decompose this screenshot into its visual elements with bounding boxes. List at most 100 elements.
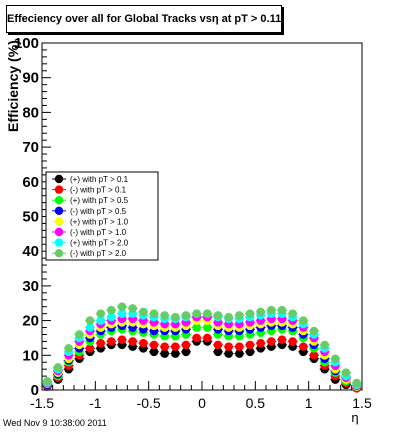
data-point bbox=[43, 377, 52, 386]
y-tick-label: 100 bbox=[14, 35, 39, 52]
legend-box bbox=[45, 171, 159, 261]
data-point bbox=[309, 351, 319, 360]
legend-marker bbox=[54, 217, 64, 226]
legend-marker bbox=[54, 227, 64, 237]
legend-label: (-) with pT > 1.0 bbox=[70, 228, 127, 237]
data-point bbox=[245, 347, 255, 357]
legend-marker bbox=[54, 249, 64, 258]
data-point bbox=[213, 347, 223, 357]
y-tick-label: 20 bbox=[22, 313, 39, 330]
data-point bbox=[139, 338, 148, 348]
legend-marker bbox=[54, 196, 64, 205]
data-point bbox=[224, 342, 233, 351]
legend-marker bbox=[54, 206, 64, 215]
y-tick-label: 80 bbox=[22, 104, 39, 121]
data-point bbox=[149, 340, 159, 350]
legend-marker bbox=[54, 238, 64, 247]
data-point bbox=[235, 311, 244, 320]
data-point bbox=[267, 337, 276, 346]
data-point bbox=[213, 340, 223, 350]
data-point bbox=[75, 330, 84, 339]
y-tick-label: 70 bbox=[22, 139, 39, 156]
data-point bbox=[277, 335, 287, 344]
data-point bbox=[85, 323, 95, 332]
data-point bbox=[256, 338, 265, 348]
data-point bbox=[107, 305, 116, 315]
legend-label: (-) with pT > 2.0 bbox=[70, 249, 127, 258]
x-tick-label: -0.5 bbox=[137, 395, 161, 411]
data-point bbox=[235, 342, 244, 351]
data-point bbox=[203, 333, 212, 343]
data-point bbox=[107, 312, 116, 322]
data-point bbox=[352, 378, 361, 388]
x-tick-label: 1 bbox=[305, 395, 313, 411]
legend-label: (+) with pT > 0.1 bbox=[70, 175, 129, 184]
data-point bbox=[309, 326, 319, 336]
data-point bbox=[149, 309, 159, 318]
data-point bbox=[139, 307, 148, 317]
data-point bbox=[171, 342, 180, 351]
data-point bbox=[96, 316, 105, 325]
data-point bbox=[277, 305, 287, 315]
data-point bbox=[245, 340, 255, 350]
data-point bbox=[256, 307, 265, 317]
data-point bbox=[171, 312, 180, 322]
y-tick-label: 90 bbox=[22, 70, 39, 87]
data-point bbox=[299, 342, 308, 351]
data-point bbox=[267, 305, 276, 315]
data-point bbox=[203, 309, 212, 318]
data-point bbox=[181, 340, 191, 350]
timestamp-footer: Wed Nov 9 10:38:00 2011 bbox=[3, 418, 107, 428]
legend-label: (+) with pT > 1.0 bbox=[70, 217, 129, 226]
data-point bbox=[85, 344, 95, 353]
data-point bbox=[320, 340, 329, 350]
legend: (+) with pT > 0.1(-) with pT > 0.1(+) wi… bbox=[45, 171, 159, 261]
data-point bbox=[96, 338, 105, 348]
data-point bbox=[171, 349, 180, 358]
data-point bbox=[235, 349, 244, 358]
data-point bbox=[224, 312, 233, 322]
chart-title: Effeciency over all for Global Tracks vs… bbox=[6, 5, 282, 33]
x-tick-label: 0.5 bbox=[246, 395, 266, 411]
x-tick-label: -1 bbox=[89, 395, 102, 411]
data-point bbox=[245, 309, 255, 318]
y-tick-label: 50 bbox=[22, 209, 39, 226]
legend-marker bbox=[54, 174, 64, 184]
x-tick-label: 0 bbox=[198, 395, 206, 411]
data-point bbox=[192, 333, 201, 343]
y-tick-label: 10 bbox=[22, 347, 39, 364]
data-point bbox=[160, 342, 169, 351]
legend-label: (+) with pT > 0.5 bbox=[70, 196, 129, 205]
y-tick-label: 60 bbox=[22, 174, 39, 191]
y-tick-label: 0 bbox=[31, 382, 39, 399]
data-point bbox=[192, 309, 201, 318]
data-point bbox=[288, 337, 297, 346]
data-point bbox=[331, 354, 340, 364]
legend-marker bbox=[54, 185, 64, 194]
data-point bbox=[288, 309, 297, 318]
data-point bbox=[128, 304, 137, 313]
data-point bbox=[203, 323, 212, 332]
data-point bbox=[341, 368, 351, 377]
legend-label: (-) with pT > 0.5 bbox=[70, 207, 127, 216]
data-point bbox=[160, 349, 169, 358]
data-point bbox=[299, 316, 308, 325]
data-point bbox=[192, 323, 201, 332]
data-points bbox=[42, 302, 362, 393]
data-point bbox=[85, 316, 95, 325]
y-tick-label: 30 bbox=[22, 278, 39, 295]
legend-label: (+) with pT > 2.0 bbox=[70, 239, 129, 248]
data-point bbox=[64, 344, 73, 353]
data-point bbox=[224, 349, 233, 358]
y-axis-label: Efficiency (%) bbox=[5, 40, 21, 132]
data-point bbox=[149, 347, 159, 357]
data-point bbox=[107, 337, 116, 346]
legend-label: (-) with pT > 0.1 bbox=[70, 186, 127, 195]
x-tick-label: -1.5 bbox=[30, 395, 54, 411]
data-point bbox=[181, 311, 191, 320]
data-point bbox=[96, 309, 105, 318]
data-point bbox=[213, 311, 223, 320]
data-point bbox=[128, 337, 137, 346]
axes: -1.5 -1 -0.5 0 0.5 1 1.5 0 10 20 30 40 50 60 70 80 90 100 bbox=[14, 35, 372, 411]
